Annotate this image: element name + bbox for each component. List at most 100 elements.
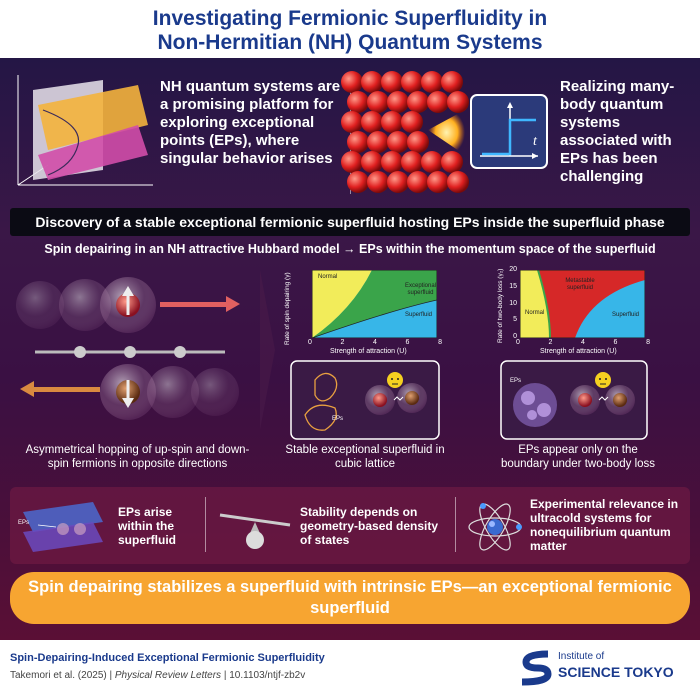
mid-x-tick: 8: [438, 339, 442, 346]
lattice-sphere: [427, 91, 449, 113]
bottom-item2-text: Stability depends on geometry-based dens…: [300, 505, 439, 547]
mid-region-exceptional: Exceptional superfluid: [404, 283, 437, 296]
lattice-sphere: [401, 151, 423, 173]
lattice-sphere: [421, 151, 443, 173]
bottom-divider-1: [205, 497, 206, 552]
mid-x-ticks: 0 2 4 6 8: [308, 339, 442, 346]
left-panel-caption: Asymmetrical hopping of up-spin and down…: [25, 444, 250, 470]
top-left-text: NH quantum systems are a promising platf…: [160, 78, 341, 167]
citation-journal: Physical Review Letters: [114, 670, 222, 681]
science-tokyo-logo-icon: [521, 650, 552, 686]
lattice-sphere: [361, 151, 383, 173]
citation-doi[interactable]: 10.1103/ntjf-zb2v: [229, 670, 306, 681]
sub-banner: Spin depairing in an NH attractive Hubba…: [44, 242, 656, 256]
citation-sep: |: [223, 670, 227, 681]
right-y-tick: 15: [509, 282, 517, 290]
lattice-sphere: [427, 171, 449, 193]
right-x-tick: 0: [516, 339, 520, 346]
mid-panel-caption: Stable exceptional superfluid in cubic l…: [285, 444, 445, 470]
bottom-item1-label: EPs: [18, 520, 30, 526]
lattice-sphere: [421, 71, 443, 93]
lattice-sphere: [347, 131, 369, 153]
lattice-sphere: [381, 111, 403, 133]
inset-axis-label: t: [533, 134, 537, 149]
citation: Takemori et al. (2025) | Physical Review…: [10, 670, 305, 681]
right-region-superfluid: Superfluid: [612, 312, 640, 318]
lattice-sphere: [387, 91, 409, 113]
footer: Spin-Depairing-Induced Exceptional Fermi…: [0, 640, 700, 700]
lattice-sphere: [347, 171, 369, 193]
lattice-sphere: [407, 171, 429, 193]
lattice-sphere: [367, 171, 389, 193]
paper-title: Spin-Depairing-Induced Exceptional Fermi…: [10, 652, 325, 664]
right-y-tick: 5: [513, 316, 517, 324]
right-y-tick: 0: [513, 333, 517, 340]
mid-region-normal: Normal: [318, 274, 338, 280]
title-line2: Non-Hermitian (NH) Quantum Systems: [157, 31, 543, 54]
mid-x-tick: 2: [340, 339, 345, 346]
mid-inset: [290, 360, 440, 440]
right-xlabel: Strength of attraction (U): [540, 348, 617, 355]
right-region-metastable: Metastable superfluid: [565, 278, 595, 291]
lattice-sphere: [407, 91, 429, 113]
bottom-item1-text: EPs arise within the superfluid: [118, 505, 177, 547]
lattice-sphere: [381, 71, 403, 93]
bottom-card: [10, 487, 690, 564]
title-band: Investigating Fermionic Superfluidity in…: [0, 0, 700, 58]
lattice-sphere: [401, 71, 423, 93]
lattice-sphere: [407, 131, 429, 153]
right-x-tick: 4: [581, 339, 585, 346]
lattice-sphere: [341, 71, 363, 93]
citation-authors: Takemori et al. (2025): [10, 670, 107, 681]
lattice-sphere: [347, 91, 369, 113]
seesaw-icon: [219, 513, 291, 549]
lattice-sphere: [341, 111, 363, 133]
right-y-tick: 20: [509, 266, 517, 273]
atom-icon: [468, 503, 522, 551]
lattice-sphere: [361, 111, 383, 133]
ep-surface-icon: [23, 502, 103, 552]
lattice-sphere: [387, 171, 409, 193]
right-x-tick: 8: [646, 339, 650, 346]
right-inset: [500, 360, 648, 440]
lattice-sphere: [341, 151, 363, 173]
step-function-inset: [470, 94, 548, 169]
mid-x-tick: 6: [405, 339, 410, 346]
mid-x-tick: 4: [373, 339, 377, 346]
title-line1: Investigating Fermionic Superfluidity in: [152, 7, 548, 30]
mid-ylabel: Rate of spin depairing (γ): [284, 272, 291, 345]
top-right-text: Realizing many-body quantum systems asso…: [560, 78, 675, 185]
lattice-sphere: [401, 111, 423, 133]
lattice-illustration: [341, 71, 469, 193]
discovery-banner: Discovery of a stable exceptional fermio…: [10, 208, 690, 236]
right-panel-caption: EPs appear only on the boundary under tw…: [500, 444, 656, 470]
lattice-sphere: [447, 171, 469, 193]
mid-x-tick: 0: [308, 339, 312, 346]
right-x-tick: 2: [548, 339, 553, 346]
right-inset-label: EPs: [510, 378, 522, 384]
right-region-normal: Normal: [525, 310, 545, 316]
right-y-ticks: 0 5 10 15 20: [505, 266, 517, 340]
bottom-item3-text: Experimental relevance in ultracold syst…: [530, 497, 679, 553]
logo-line2: SCIENCE TOKYO: [558, 664, 674, 680]
mid-inset-label: EPs: [332, 416, 344, 422]
right-x-ticks: 0 2 4 6 8: [516, 339, 650, 346]
logo-line1: Institute of: [558, 651, 605, 662]
lattice-sphere: [367, 131, 389, 153]
conclusion-banner: Spin depairing stabilizes a superfluid w…: [10, 572, 690, 624]
lattice-sphere: [447, 91, 469, 113]
lattice-sphere: [361, 71, 383, 93]
mid-region-superfluid: Superfluid: [405, 312, 433, 318]
right-phase-diagram: [520, 270, 645, 338]
right-y-tick: 10: [509, 299, 517, 307]
right-ylabel: Rate of two-body loss (γ₂): [497, 268, 504, 343]
bottom-divider-2: [455, 497, 456, 552]
page-title: Investigating Fermionic Superfluidity in…: [0, 0, 700, 55]
lattice-sphere: [441, 71, 463, 93]
lattice-sphere: [387, 131, 409, 153]
energy-surface-illustration: [17, 75, 153, 186]
mid-phase-diagram: [312, 270, 437, 338]
citation-sep: |: [109, 670, 113, 681]
mid-xlabel: Strength of attraction (U): [330, 348, 407, 355]
lattice-sphere: [367, 91, 389, 113]
